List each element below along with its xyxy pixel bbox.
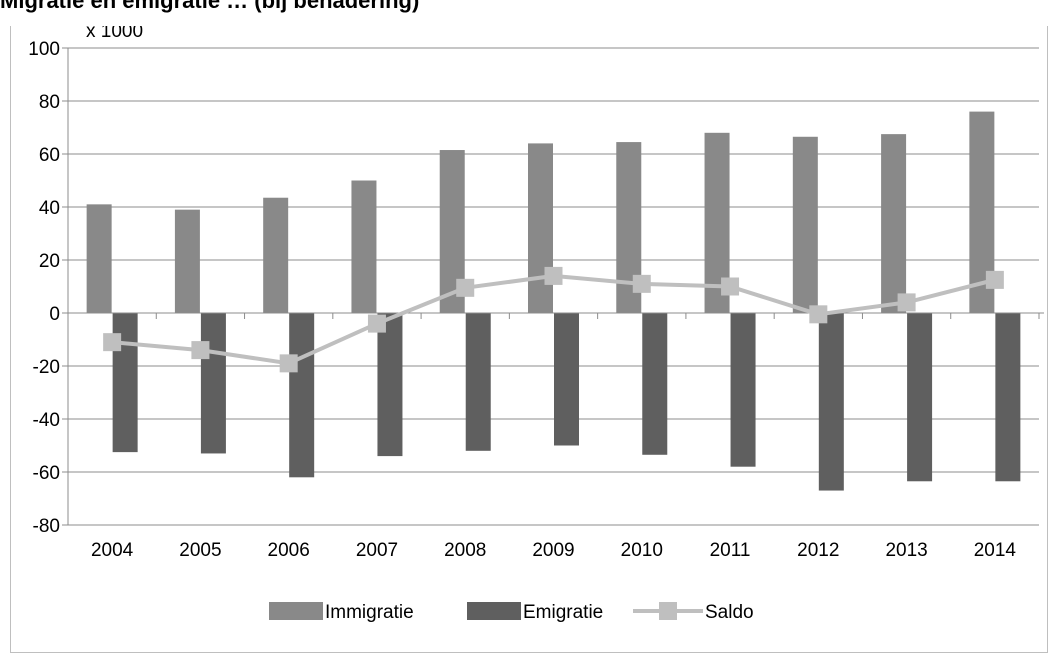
axes	[62, 47, 1044, 526]
immigratie-bar	[174, 209, 200, 313]
immigratie-bar	[351, 180, 377, 313]
y-tick-label: 0	[49, 304, 60, 325]
x-tick-label: 2006	[268, 540, 310, 561]
emigratie-bar	[200, 313, 226, 454]
saldo-marker	[544, 266, 563, 285]
emigratie-bar	[289, 313, 315, 478]
saldo-marker	[367, 314, 386, 333]
emigratie-bar	[730, 313, 756, 467]
legend-emigratie-swatch	[467, 602, 521, 620]
y-tick-label: -60	[33, 463, 60, 484]
saldo-line	[103, 266, 1004, 373]
immigratie-bar	[528, 143, 553, 313]
y-tick-label: -20	[33, 357, 60, 378]
emigratie-bar	[995, 313, 1021, 482]
y-tick-label: -40	[33, 410, 60, 431]
immigratie-bar	[263, 197, 289, 313]
y-tick-label: 80	[39, 92, 60, 113]
saldo-marker	[897, 293, 916, 312]
emigratie-bar	[642, 313, 668, 455]
x-tick-label: 2009	[532, 540, 574, 561]
immigratie-bar	[881, 134, 907, 313]
legend-saldo-label: Saldo	[705, 602, 754, 623]
legend-immigratie-swatch	[269, 602, 323, 620]
y-tick-label: 100	[28, 39, 60, 60]
unit-label: x 1000	[86, 26, 143, 42]
saldo-marker	[456, 278, 475, 297]
immigratie-bars	[86, 111, 995, 313]
immigratie-bar	[792, 136, 818, 313]
emigratie-bar	[554, 313, 579, 446]
saldo-marker	[985, 270, 1004, 289]
saldo-marker	[809, 305, 828, 324]
saldo-marker	[103, 333, 122, 352]
emigratie-bar	[465, 313, 491, 451]
x-tick-label: 2010	[621, 540, 663, 561]
immigratie-bar	[86, 204, 112, 313]
saldo-marker	[279, 354, 298, 373]
chart-frame: -80 -60 -40 -20 0 20 40 60 80 100 2004 2005 2006 200…	[10, 26, 1048, 653]
saldo-marker	[721, 277, 740, 296]
emigratie-bar	[818, 313, 844, 491]
x-tick-label: 2004	[91, 540, 134, 561]
chart-title: Migratie en emigratie … (bij benadering)	[0, 0, 420, 13]
y-tick-labels: -80 -60 -40 -20 0 20 40 60 80 100	[28, 39, 60, 537]
x-tick-label: 2013	[885, 540, 927, 561]
y-tick-label: -80	[33, 516, 60, 537]
saldo-marker	[191, 341, 210, 360]
x-tick-label: 2012	[797, 540, 839, 561]
legend-emigratie-label: Emigratie	[523, 602, 603, 623]
y-tick-label: 60	[39, 145, 60, 166]
legend-immigratie-label: Immigratie	[325, 602, 414, 623]
x-tick-labels: 2004 2005 2006 2007 2008 2009 2010 2011 2012 2013…	[91, 540, 1016, 561]
emigratie-bar	[907, 313, 933, 482]
y-tick-label: 40	[39, 198, 60, 219]
x-tick-label: 2011	[710, 540, 751, 561]
saldo-series-line	[111, 273, 996, 366]
emigratie-bars	[112, 313, 1021, 491]
emigratie-bar	[377, 313, 403, 457]
y-tick-label: 20	[39, 251, 60, 272]
x-tick-label: 2008	[444, 540, 486, 561]
x-tick-label: 2005	[179, 540, 221, 561]
legend: Immigratie Emigratie Saldo	[269, 602, 754, 623]
saldo-marker	[632, 274, 651, 293]
legend-saldo-marker	[659, 602, 677, 620]
x-tick-label: 2007	[356, 540, 398, 561]
x-tick-label: 2014	[974, 540, 1017, 561]
